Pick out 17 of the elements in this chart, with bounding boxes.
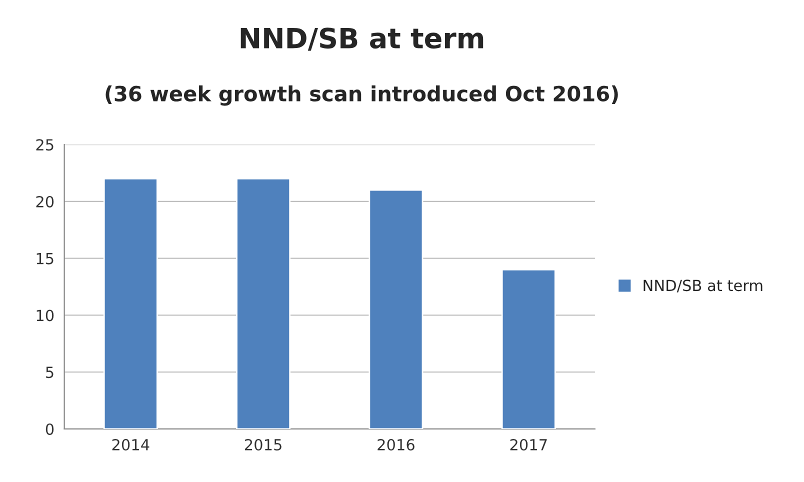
bar [368,189,424,429]
y-tick-label: 15 [36,253,54,264]
x-tick-label: 2016 [378,438,414,451]
x-tick-label: 2015 [244,438,282,451]
bar [501,269,556,429]
legend-label: NND/SB at term [644,280,762,292]
y-tick-label: 0 [46,423,54,435]
x-tick-label: 2014 [112,438,150,451]
chart-title: NND/SB at term [240,28,484,51]
x-tick-label: 2017 [510,438,547,451]
chart-subtitle: (36 week growth scan introduced Oct 2016) [106,85,618,106]
y-tick-label: 25 [36,139,54,151]
bar [103,178,158,429]
y-tick-label: 20 [36,196,54,208]
y-tick-label: 5 [46,366,54,378]
y-tick-label: 10 [36,310,54,322]
bar [236,178,291,429]
